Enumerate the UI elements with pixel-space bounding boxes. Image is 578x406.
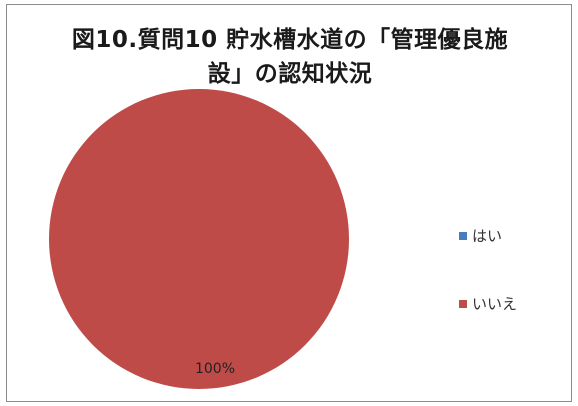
chart-title-line-2: 設」の認知状況: [207, 61, 373, 87]
pie-chart: 100%: [49, 89, 349, 389]
chart-frame: 図10.質問10 貯水槽水道の「管理優良施 設」の認知状況 100% はい いい…: [6, 4, 572, 402]
legend-item-yes: はい: [459, 225, 502, 246]
legend-swatch-no: [459, 299, 467, 308]
legend-swatch-yes: [459, 231, 467, 240]
data-label-no: 100%: [195, 361, 235, 377]
chart-title-line-1: 図10.質問10 貯水槽水道の「管理優良施: [71, 27, 509, 53]
chart-title: 図10.質問10 貯水槽水道の「管理優良施 設」の認知状況: [7, 23, 573, 91]
legend-label-yes: はい: [472, 227, 503, 245]
legend-label-no: いいえ: [472, 295, 518, 313]
pie-slice-no: [49, 89, 349, 389]
legend-item-no: いいえ: [459, 293, 517, 314]
